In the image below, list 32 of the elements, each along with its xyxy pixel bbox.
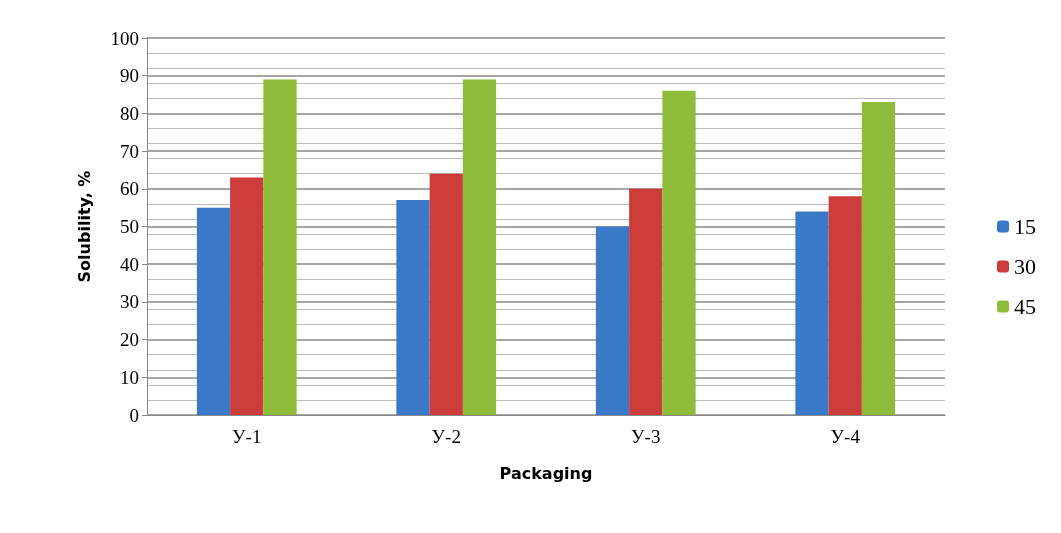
x-tick-label: У-4 [830,426,861,447]
y-tick-label: 90 [120,65,139,87]
y-tick-label: 80 [120,102,139,124]
x-tick-label: У-3 [631,426,661,447]
legend-label: 15 [1014,214,1036,239]
x-tick-label: У-2 [431,426,461,447]
y-tick-label: 50 [120,216,139,237]
bar [462,79,497,415]
y-tick-label: 0 [129,404,139,426]
bar [595,226,630,415]
bar [795,211,829,415]
bar [263,79,297,415]
legend-label: 45 [1014,294,1036,319]
bar [662,90,696,415]
bar [828,196,862,415]
y-tick-label: 100 [110,27,139,49]
bar [396,200,430,415]
y-tick-label: 70 [120,140,139,162]
bar [861,102,896,415]
x-tick-label: У-1 [232,426,262,447]
bar [629,188,663,415]
y-tick-label: 60 [120,178,139,200]
bar [230,177,264,415]
y-tick-label: 20 [120,329,139,351]
x-axis-title: Packaging [499,463,593,483]
y-tick-label: 10 [120,366,139,388]
bar [196,207,231,415]
y-tick-label: 40 [120,253,139,275]
bar [429,173,463,415]
legend-label: 30 [1014,254,1036,279]
y-axis-title: Solubility, % [74,170,94,283]
y-tick-label: 30 [120,291,139,313]
